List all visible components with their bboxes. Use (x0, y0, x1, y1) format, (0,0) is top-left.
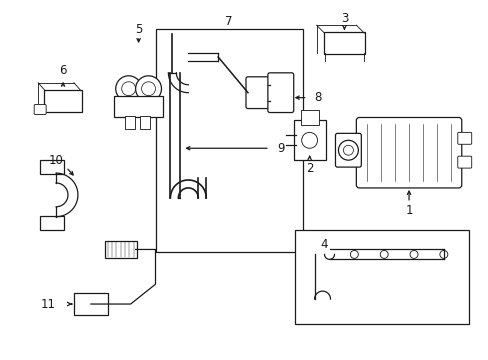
Circle shape (409, 251, 417, 258)
Circle shape (380, 251, 387, 258)
Circle shape (350, 251, 358, 258)
Circle shape (116, 76, 142, 102)
Text: 11: 11 (41, 297, 56, 311)
Text: 1: 1 (405, 204, 412, 217)
Text: 6: 6 (59, 64, 67, 77)
Text: 2: 2 (305, 162, 313, 175)
FancyBboxPatch shape (300, 109, 318, 125)
Circle shape (343, 145, 353, 155)
FancyBboxPatch shape (155, 29, 302, 252)
Circle shape (439, 251, 447, 258)
FancyBboxPatch shape (114, 96, 163, 117)
FancyBboxPatch shape (34, 105, 46, 114)
Text: 4: 4 (320, 238, 327, 251)
Text: 8: 8 (314, 91, 321, 104)
Circle shape (301, 132, 317, 148)
FancyBboxPatch shape (44, 90, 82, 112)
FancyBboxPatch shape (245, 77, 269, 109)
FancyBboxPatch shape (139, 116, 149, 129)
Text: 5: 5 (135, 23, 142, 36)
FancyBboxPatch shape (294, 230, 468, 324)
FancyBboxPatch shape (104, 240, 136, 258)
Text: 7: 7 (225, 15, 232, 28)
Text: 10: 10 (48, 154, 63, 167)
FancyBboxPatch shape (40, 216, 64, 230)
Circle shape (122, 82, 135, 96)
FancyBboxPatch shape (457, 132, 471, 144)
FancyBboxPatch shape (356, 117, 461, 188)
Text: 9: 9 (276, 142, 284, 155)
FancyBboxPatch shape (267, 73, 293, 113)
FancyBboxPatch shape (124, 116, 134, 129)
FancyBboxPatch shape (323, 32, 365, 54)
Text: 3: 3 (340, 12, 347, 25)
FancyBboxPatch shape (293, 121, 325, 160)
FancyBboxPatch shape (335, 133, 361, 167)
FancyBboxPatch shape (74, 293, 107, 315)
FancyBboxPatch shape (40, 160, 64, 174)
Circle shape (338, 140, 358, 160)
Circle shape (135, 76, 161, 102)
Circle shape (142, 82, 155, 96)
FancyBboxPatch shape (457, 156, 471, 168)
